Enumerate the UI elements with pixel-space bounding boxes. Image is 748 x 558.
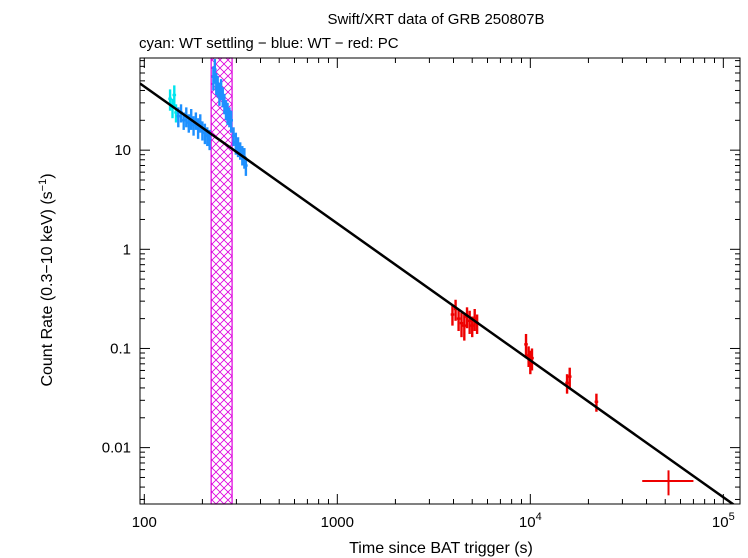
plot-frame (139, 57, 741, 505)
model-line (140, 82, 736, 504)
axes: 100 1000 104 105 10 1 0.1 0.01 (102, 57, 741, 531)
x-tick-label: 100 (132, 514, 157, 531)
y-axis-label-close: ) (39, 173, 56, 178)
y-tick-label: 1 (123, 241, 131, 258)
data-points (168, 59, 694, 496)
series-wt_settling (168, 85, 178, 123)
x-axis-label: Time since BAT trigger (s) (349, 540, 533, 557)
x-tick-label: 105 (712, 511, 735, 531)
chart-title: Swift/XRT data of GRB 250807B (327, 11, 544, 28)
chart-subtitle: cyan: WT settling − blue: WT − red: PC (139, 35, 399, 52)
x-tick-label: 1000 (321, 514, 354, 531)
y-axis-label-main: Count Rate (0.3−10 keV) (s (39, 191, 56, 386)
y-axis-label: Count Rate (0.3−10 keV) (s−1) (37, 173, 56, 386)
x-tick-label: 104 (519, 511, 542, 531)
y-tick-label: 0.1 (110, 340, 131, 357)
model-fit-line (140, 82, 736, 504)
y-tick-label: 10 (114, 142, 131, 159)
y-tick-label: 0.01 (102, 440, 131, 457)
y-axis-label-exponent: −1 (37, 179, 49, 192)
